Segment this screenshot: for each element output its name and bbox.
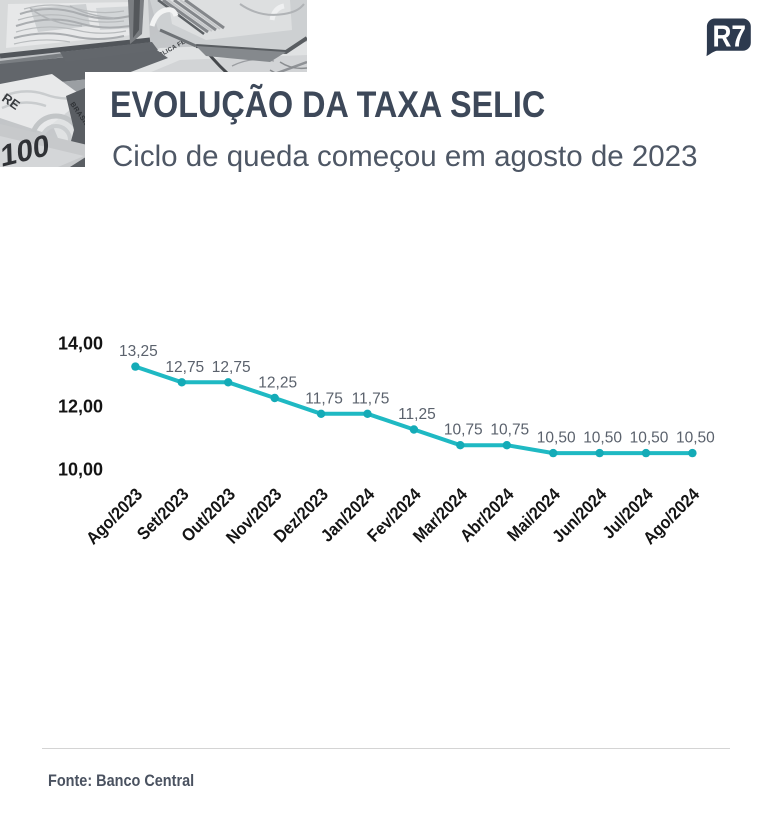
svg-text:10,50: 10,50 [630,430,669,447]
svg-text:10,50: 10,50 [676,430,715,447]
svg-text:12,25: 12,25 [258,375,297,392]
svg-text:10,75: 10,75 [444,422,483,439]
svg-text:R7: R7 [712,20,746,54]
svg-text:10,75: 10,75 [490,422,529,439]
svg-text:11,25: 11,25 [398,406,436,423]
svg-text:11,75: 11,75 [305,390,343,407]
svg-text:12,75: 12,75 [212,359,251,376]
svg-text:10,50: 10,50 [583,430,622,447]
svg-text:10,50: 10,50 [537,430,576,447]
svg-text:14,00: 14,00 [58,334,103,354]
svg-text:10,00: 10,00 [58,459,103,479]
svg-text:12,00: 12,00 [58,396,103,416]
svg-text:13,25: 13,25 [119,343,158,360]
svg-text:Ago/2023: Ago/2023 [82,484,146,548]
svg-text:12,75: 12,75 [165,359,204,376]
svg-text:11,75: 11,75 [352,390,390,407]
